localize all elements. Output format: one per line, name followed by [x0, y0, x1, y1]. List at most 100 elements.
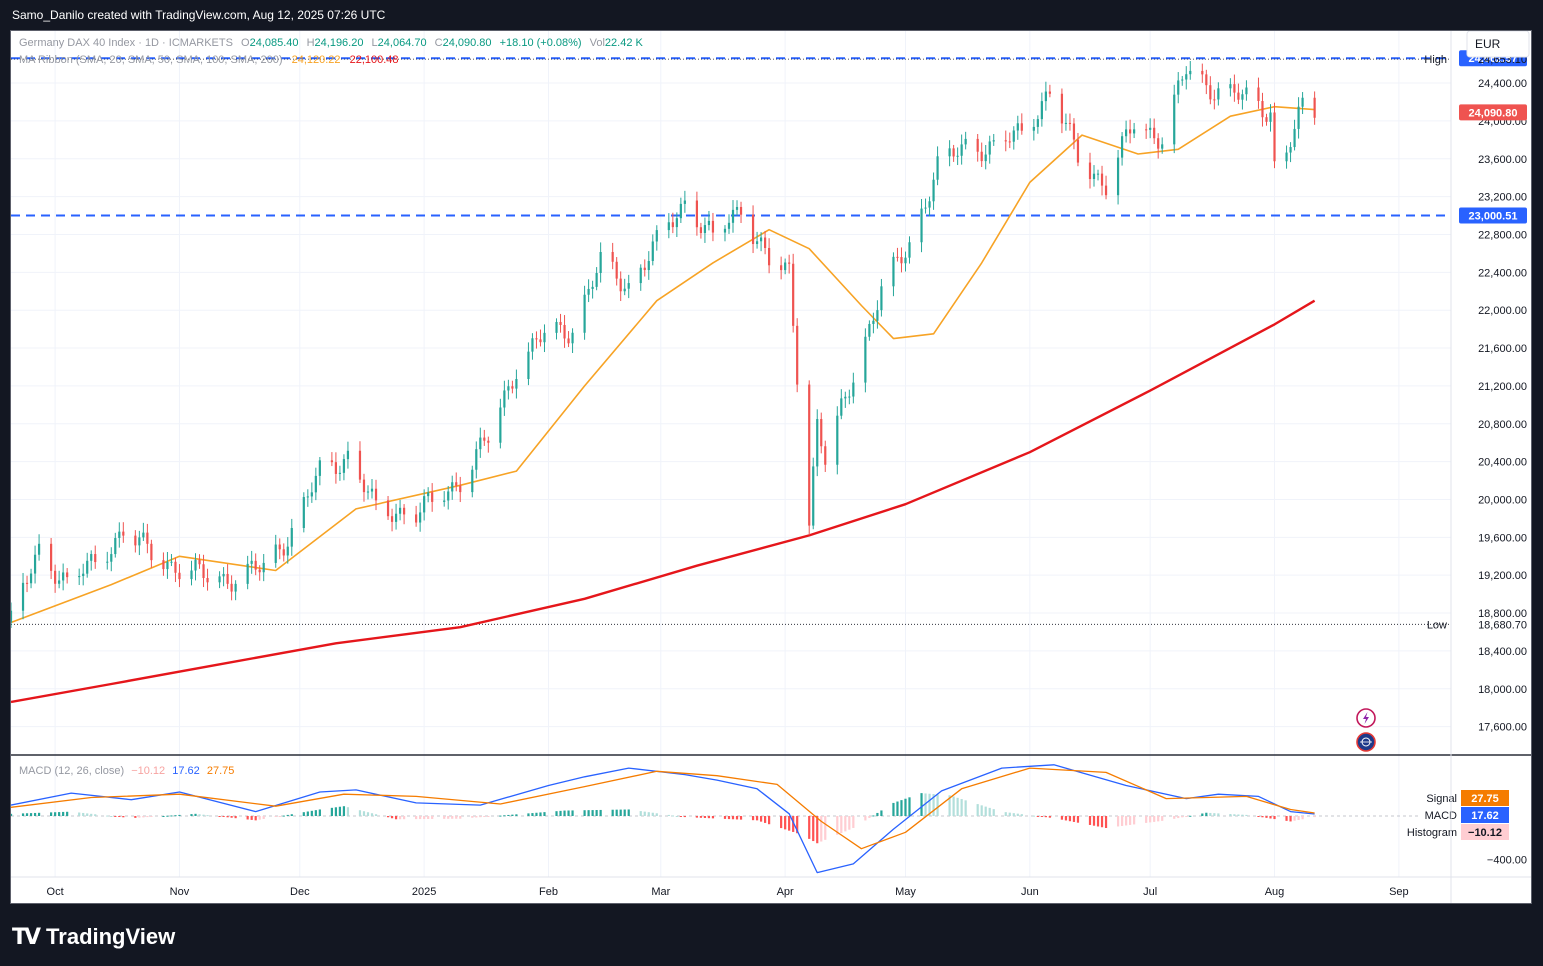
candle-body — [1104, 185, 1108, 196]
currency-button[interactable]: EUR — [1466, 31, 1530, 58]
candle-body — [218, 576, 221, 583]
macd-histogram-bar — [559, 810, 562, 816]
candle-body — [763, 237, 767, 248]
candle-body — [784, 262, 787, 271]
macd-histogram-bar — [543, 812, 546, 816]
macd-signal-value: 27.75 — [1471, 793, 1499, 805]
macd-histogram-bar — [976, 804, 979, 816]
candle-body — [254, 560, 257, 570]
macd-histogram-bar — [29, 813, 33, 816]
candle-body — [531, 338, 534, 352]
axis-layer: 17,600.00 18,000.00 18,400.00 18,800.00 19,2… — [47, 50, 1527, 898]
macd-histogram-bar — [282, 815, 285, 817]
candle-body — [1157, 138, 1160, 149]
tradingview-footer[interactable]: TV TradingView — [12, 922, 175, 952]
macd-histogram-bar — [1016, 813, 1019, 816]
candle-body — [739, 206, 743, 215]
price-tick-label: 20,400.00 — [1478, 457, 1527, 469]
candle-body — [66, 572, 69, 578]
candle-body — [980, 151, 983, 162]
candle-body — [896, 256, 899, 258]
macd-histogram-bar — [58, 812, 61, 816]
macd-histogram-bar — [174, 815, 177, 817]
macd-histogram-bar — [763, 816, 767, 823]
ma-ribbon-legend[interactable]: MA Ribbon (SMA, 20, SMA, 50, SMA, 100, S… — [19, 54, 399, 66]
macd-legend-signal: 27.75 — [207, 765, 235, 777]
candle-body — [651, 241, 654, 262]
candle-body — [611, 251, 614, 262]
candle-body — [258, 569, 261, 573]
candle-body — [900, 257, 903, 264]
macd-histogram-bar — [198, 814, 201, 816]
globe-icon[interactable] — [1356, 732, 1376, 752]
macd-histogram-bar — [254, 816, 257, 821]
candle-body — [583, 294, 586, 333]
candle-body — [880, 286, 883, 311]
chart-frame[interactable]: 17,600.00 18,000.00 18,400.00 18,800.00 19,2… — [10, 30, 1532, 904]
macd-histogram-bar — [619, 809, 622, 816]
ma-ribbon-value-200: 22,100.48 — [350, 54, 399, 66]
candle-body — [374, 488, 378, 501]
macd-histogram-bar — [1241, 814, 1244, 816]
price-tick-label: 22,800.00 — [1478, 229, 1527, 241]
candle-body — [1261, 101, 1264, 118]
candle-body — [1120, 136, 1124, 158]
macd-histogram-bar — [711, 816, 715, 819]
candle-body — [1185, 74, 1188, 80]
price-chart[interactable]: 17,600.00 18,000.00 18,400.00 18,800.00 19,2… — [11, 31, 1532, 904]
macd-histogram-bar — [679, 816, 682, 817]
macd-histogram-bar — [988, 807, 991, 816]
symbol-legend[interactable]: Germany DAX 40 Index · 1D · ICMARKETS O2… — [19, 37, 644, 49]
macd-histogram-bar — [928, 793, 931, 816]
candle-body — [1161, 144, 1164, 149]
ma-ribbon-value-20: 24,120.22 — [292, 54, 341, 66]
candle-body — [1092, 173, 1096, 180]
macd-histogram-bar — [836, 816, 839, 835]
macd-histogram-bar — [511, 814, 514, 816]
macd-histogram-bar — [1104, 816, 1108, 828]
candle-body — [1044, 91, 1047, 102]
lightning-icon[interactable] — [1356, 708, 1376, 728]
candle-body — [1088, 162, 1092, 180]
candle-body — [876, 310, 879, 321]
macd-histogram-bar — [274, 816, 277, 817]
signal-line — [11, 767, 1315, 850]
candle-body — [226, 573, 229, 584]
low-label: Low — [1427, 619, 1447, 631]
macd-histogram-bar — [1173, 816, 1176, 819]
ohlc-high-label: H — [307, 37, 315, 49]
macd-histogram-bar — [591, 810, 594, 816]
macd-histogram-bar — [980, 805, 983, 816]
candle-body — [1048, 91, 1051, 94]
macd-histogram-bar — [134, 816, 137, 818]
candle-body — [21, 582, 25, 611]
candle-body — [471, 469, 474, 493]
candle-body — [667, 222, 670, 231]
macd-histogram-bar — [699, 816, 703, 818]
low-value-label: 18,680.70 — [1478, 619, 1527, 631]
macd-legend[interactable]: MACD (12, 26, close) −10.12 17.62 27.75 — [19, 765, 234, 777]
candle-body — [1273, 112, 1276, 162]
macd-histogram-bar — [563, 810, 566, 816]
macd-histogram-bar — [1076, 816, 1080, 823]
macd-histogram-bar — [759, 816, 763, 822]
macd-histogram-bar — [695, 816, 699, 818]
macd-histogram-bar — [170, 815, 173, 817]
level-23000-badge — [1459, 207, 1527, 224]
macd-histogram-bar — [1213, 813, 1216, 816]
candle-body — [1149, 127, 1152, 130]
candle-body — [342, 459, 346, 473]
candle-body — [868, 323, 871, 337]
macd-histogram-bar — [62, 811, 65, 816]
candle-body — [146, 532, 149, 544]
macd-signal-badge — [1461, 790, 1509, 806]
macd-histogram-bar — [671, 815, 674, 817]
macd-histogram-bar — [21, 813, 25, 816]
last-price-label: 24,090.80 — [1469, 107, 1518, 119]
candle-body — [29, 573, 33, 584]
macd-histogram-bar — [218, 816, 221, 817]
candle-body — [1209, 85, 1212, 100]
candle-body — [820, 419, 823, 447]
candle-body — [647, 261, 650, 271]
macd-histogram-bar — [595, 810, 598, 816]
